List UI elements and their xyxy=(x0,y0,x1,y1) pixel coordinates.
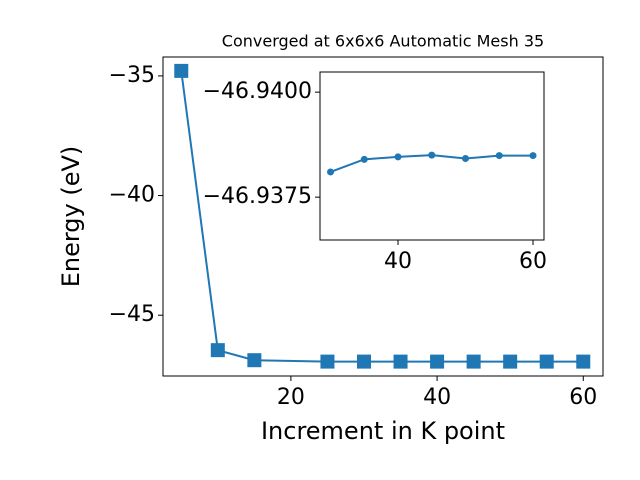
data-point xyxy=(529,152,537,160)
data-point xyxy=(320,354,335,369)
data-point xyxy=(210,343,225,358)
data-point xyxy=(327,168,335,176)
data-point xyxy=(393,354,408,369)
data-point xyxy=(539,354,554,369)
data-point xyxy=(174,63,189,78)
data-point xyxy=(466,354,481,369)
data-point xyxy=(576,354,591,369)
x-tick-label: 40 xyxy=(423,385,451,410)
data-point xyxy=(356,354,371,369)
data-point xyxy=(503,354,518,369)
data-point xyxy=(495,152,503,160)
x-tick-label: 20 xyxy=(277,385,305,410)
y-tick-label: −35 xyxy=(109,63,155,88)
chart-title: Converged at 6x6x6 Automatic Mesh 35 xyxy=(222,32,544,51)
y-tick-label: −40 xyxy=(109,183,155,208)
x-tick-label: 40 xyxy=(384,249,412,274)
data-point xyxy=(462,155,470,163)
data-point xyxy=(247,353,262,368)
y-tick-label: −46.9375 xyxy=(203,184,312,209)
data-point xyxy=(360,155,368,163)
x-axis-label: Increment in K point xyxy=(261,417,505,445)
data-point xyxy=(428,151,436,159)
x-tick-label: 60 xyxy=(519,249,547,274)
y-tick-label: −46.9400 xyxy=(203,79,312,104)
data-point xyxy=(430,354,445,369)
y-axis-label: Energy (eV) xyxy=(57,146,85,288)
y-tick-label: −45 xyxy=(109,302,155,327)
data-point xyxy=(394,153,402,161)
x-tick-label: 60 xyxy=(569,385,597,410)
